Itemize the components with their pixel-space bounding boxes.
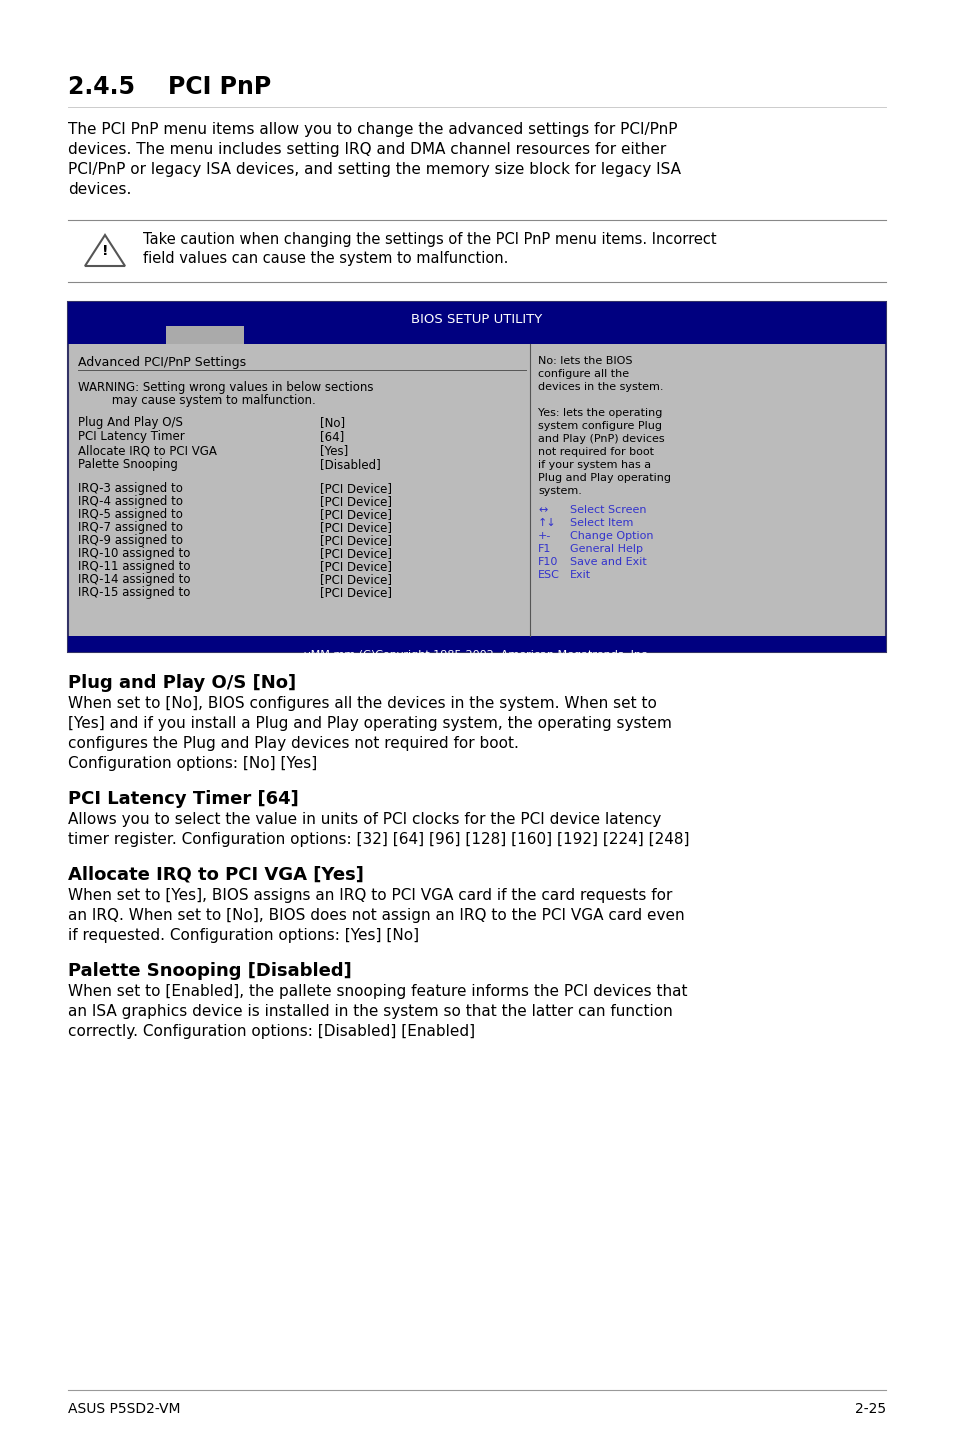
Text: PCI Latency Timer: PCI Latency Timer [78, 430, 185, 443]
Text: [Disabled]: [Disabled] [319, 457, 380, 472]
Text: F10: F10 [537, 557, 558, 567]
Text: General Help: General Help [569, 544, 642, 554]
Text: [PCI Device]: [PCI Device] [319, 533, 392, 546]
Text: vMM.mm (C)Copyright 1985-2002, American Megatrends, Inc.: vMM.mm (C)Copyright 1985-2002, American … [303, 650, 650, 660]
Text: Change Option: Change Option [569, 531, 653, 541]
Text: IRQ-5 assigned to: IRQ-5 assigned to [78, 508, 183, 521]
Text: IRQ-7 assigned to: IRQ-7 assigned to [78, 521, 183, 533]
Text: Select Item: Select Item [569, 518, 633, 528]
Text: F1: F1 [537, 544, 551, 554]
Text: [PCI Device]: [PCI Device] [319, 546, 392, 559]
Text: not required for boot: not required for boot [537, 447, 654, 457]
Text: BIOS SETUP UTILITY: BIOS SETUP UTILITY [411, 313, 542, 326]
Text: When set to [Enabled], the pallete snooping feature informs the PCI devices that: When set to [Enabled], the pallete snoop… [68, 984, 687, 999]
Text: [PCI Device]: [PCI Device] [319, 521, 392, 533]
Text: Take caution when changing the settings of the PCI PnP menu items. Incorrect: Take caution when changing the settings … [143, 232, 716, 247]
Text: if your system has a: if your system has a [537, 460, 651, 470]
Text: IRQ-9 assigned to: IRQ-9 assigned to [78, 533, 183, 546]
Text: Palette Snooping [Disabled]: Palette Snooping [Disabled] [68, 962, 352, 981]
Text: IRQ-15 assigned to: IRQ-15 assigned to [78, 587, 191, 600]
Text: ↑↓: ↑↓ [537, 518, 557, 528]
Text: [No]: [No] [319, 416, 345, 429]
Text: IRQ-10 assigned to: IRQ-10 assigned to [78, 546, 191, 559]
Text: devices in the system.: devices in the system. [537, 383, 662, 393]
Text: [PCI Device]: [PCI Device] [319, 587, 392, 600]
Text: When set to [Yes], BIOS assigns an IRQ to PCI VGA card if the card requests for: When set to [Yes], BIOS assigns an IRQ t… [68, 889, 672, 903]
Text: Plug and Play operating: Plug and Play operating [537, 473, 670, 483]
Text: When set to [No], BIOS configures all the devices in the system. When set to: When set to [No], BIOS configures all th… [68, 696, 657, 710]
Text: timer register. Configuration options: [32] [64] [96] [128] [160] [192] [224] [2: timer register. Configuration options: [… [68, 833, 689, 847]
Text: [Yes]: [Yes] [319, 444, 348, 457]
Text: Allocate IRQ to PCI VGA: Allocate IRQ to PCI VGA [78, 444, 216, 457]
Text: !: ! [102, 244, 108, 257]
Text: PCI Latency Timer [64]: PCI Latency Timer [64] [68, 789, 298, 808]
Text: Exit: Exit [569, 569, 591, 580]
Text: configure all the: configure all the [537, 370, 628, 380]
Text: IRQ-11 assigned to: IRQ-11 assigned to [78, 559, 191, 572]
Bar [166, 326, 244, 344]
Text: Advanced PCI/PnP Settings: Advanced PCI/PnP Settings [78, 357, 246, 370]
Text: PCI/PnP or legacy ISA devices, and setting the memory size block for legacy ISA: PCI/PnP or legacy ISA devices, and setti… [68, 162, 680, 177]
Text: may cause system to malfunction.: may cause system to malfunction. [78, 394, 315, 407]
Bar [68, 636, 885, 651]
Text: Allocate IRQ to PCI VGA [Yes]: Allocate IRQ to PCI VGA [Yes] [68, 866, 363, 884]
Text: IRQ-4 assigned to: IRQ-4 assigned to [78, 495, 183, 508]
Text: Select Screen: Select Screen [569, 505, 646, 515]
Text: and Play (PnP) devices: and Play (PnP) devices [537, 434, 664, 444]
Text: ↔: ↔ [537, 505, 547, 515]
Text: Configuration options: [No] [Yes]: Configuration options: [No] [Yes] [68, 756, 317, 771]
Text: +-: +- [537, 531, 551, 541]
Text: Palette Snooping: Palette Snooping [78, 457, 177, 472]
Bar [68, 302, 885, 651]
Text: field values can cause the system to malfunction.: field values can cause the system to mal… [143, 252, 508, 266]
Text: correctly. Configuration options: [Disabled] [Enabled]: correctly. Configuration options: [Disab… [68, 1024, 475, 1040]
Text: Save and Exit: Save and Exit [569, 557, 646, 567]
Text: an IRQ. When set to [No], BIOS does not assign an IRQ to the PCI VGA card even: an IRQ. When set to [No], BIOS does not … [68, 907, 684, 923]
Text: [PCI Device]: [PCI Device] [319, 508, 392, 521]
Text: WARNING: Setting wrong values in below sections: WARNING: Setting wrong values in below s… [78, 381, 374, 394]
Bar [68, 302, 885, 344]
Text: devices.: devices. [68, 183, 132, 197]
Text: if requested. Configuration options: [Yes] [No]: if requested. Configuration options: [Ye… [68, 928, 418, 943]
Text: 2-25: 2-25 [854, 1402, 885, 1416]
Text: [PCI Device]: [PCI Device] [319, 495, 392, 508]
Text: system.: system. [537, 486, 581, 496]
Text: IRQ-14 assigned to: IRQ-14 assigned to [78, 572, 191, 587]
Text: an ISA graphics device is installed in the system so that the latter can functio: an ISA graphics device is installed in t… [68, 1004, 672, 1020]
Text: Yes: lets the operating: Yes: lets the operating [537, 408, 661, 418]
Text: Advanced: Advanced [169, 328, 231, 341]
Text: Plug and Play O/S [No]: Plug and Play O/S [No] [68, 674, 295, 692]
Text: IRQ-3 assigned to: IRQ-3 assigned to [78, 482, 183, 495]
Text: [PCI Device]: [PCI Device] [319, 482, 392, 495]
Text: [64]: [64] [319, 430, 344, 443]
Text: Plug And Play O/S: Plug And Play O/S [78, 416, 183, 429]
Text: configures the Plug and Play devices not required for boot.: configures the Plug and Play devices not… [68, 736, 518, 751]
Text: devices. The menu includes setting IRQ and DMA channel resources for either: devices. The menu includes setting IRQ a… [68, 142, 665, 157]
Text: 2.4.5    PCI PnP: 2.4.5 PCI PnP [68, 75, 271, 99]
Text: ESC: ESC [537, 569, 559, 580]
Text: No: lets the BIOS: No: lets the BIOS [537, 357, 632, 367]
Text: [PCI Device]: [PCI Device] [319, 559, 392, 572]
Text: The PCI PnP menu items allow you to change the advanced settings for PCI/PnP: The PCI PnP menu items allow you to chan… [68, 122, 677, 137]
Text: [PCI Device]: [PCI Device] [319, 572, 392, 587]
Text: Allows you to select the value in units of PCI clocks for the PCI device latency: Allows you to select the value in units … [68, 812, 660, 827]
Text: system configure Plug: system configure Plug [537, 421, 661, 431]
Text: [Yes] and if you install a Plug and Play operating system, the operating system: [Yes] and if you install a Plug and Play… [68, 716, 671, 731]
Text: ASUS P5SD2-VM: ASUS P5SD2-VM [68, 1402, 180, 1416]
